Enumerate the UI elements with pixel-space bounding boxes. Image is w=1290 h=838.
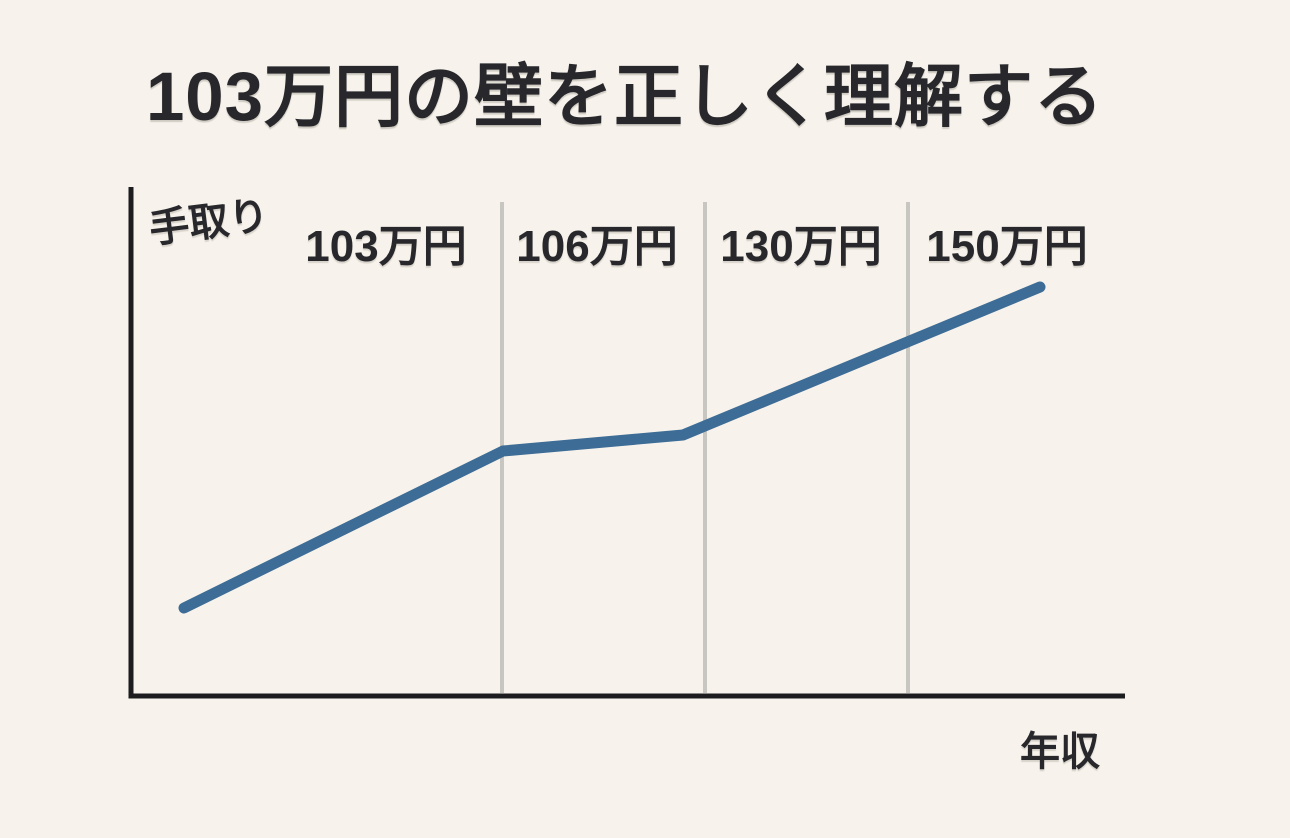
wall-label-150man: 150万円 <box>926 222 1088 271</box>
x-axis-label: 年収 <box>1020 730 1100 774</box>
wall-label-106man: 106万円 <box>516 222 678 271</box>
takehome-pay-line <box>178 281 1046 614</box>
wall-label-130man: 130万円 <box>720 222 882 271</box>
axes-line <box>128 187 1125 699</box>
wall-label-103man: 103万円 <box>305 222 467 271</box>
page-title: 103万円の壁を正しく理解する <box>145 58 1105 135</box>
